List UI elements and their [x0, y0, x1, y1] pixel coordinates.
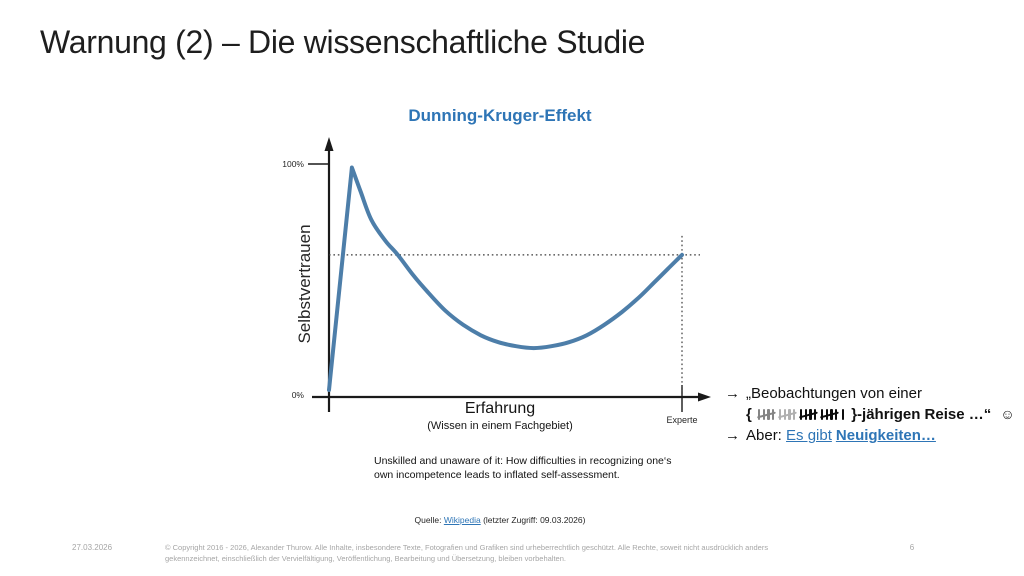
arrow-right-icon: → — [725, 385, 740, 402]
tally-group — [819, 409, 839, 420]
notes-block: → „Beobachtungen von einer { }-jährigen … — [725, 383, 1023, 446]
x-axis-label: Erfahrung — [464, 400, 536, 417]
link-text: Es gibt — [786, 427, 832, 444]
link-text-bold: Neuigkeiten… — [835, 427, 936, 444]
y-axis-arrow-icon — [324, 137, 334, 151]
source-suffix: (letzter Zugriff: 09.03.2026) — [483, 515, 586, 525]
note-2-label: Aber: — [746, 427, 782, 444]
footer-copyright-line-1: © Copyright 2016 - 2026, Alexander Thuro… — [165, 543, 769, 552]
neuigkeiten-link[interactable]: Es gibt Neuigkeiten… — [786, 427, 936, 444]
note-item-2: → Aber: Es gibt Neuigkeiten… — [725, 425, 1023, 446]
source-prefix: Quelle: — [414, 515, 442, 525]
y-tick-100-label: 100% — [282, 159, 304, 169]
x-axis-arrow-icon — [698, 392, 711, 402]
tally-brace-open: { — [746, 406, 752, 423]
footer-copyright-line-2: gekennzeichnet, einschließlich der Vervi… — [165, 554, 566, 563]
caption-line-2: own incompetence leads to inflated self-… — [374, 468, 620, 481]
chart-title: Dunning-Kruger-Effekt — [408, 106, 592, 125]
footer-date: 27.03.2026 — [72, 543, 113, 552]
tally-group — [842, 409, 845, 420]
note-1-line-2-close: }-jährigen Reise …“ — [851, 406, 992, 423]
tally-group — [798, 409, 818, 420]
tally-marks — [756, 404, 847, 425]
note-item-1: → „Beobachtungen von einer { }-jährigen … — [725, 383, 1023, 425]
tally-group — [777, 409, 797, 420]
caption-line-1: Unskilled and unaware of it: How difficu… — [374, 455, 672, 467]
footer-page-number: 6 — [909, 543, 915, 552]
wikipedia-link[interactable]: Wikipedia — [443, 515, 481, 525]
source-line: Quelle: Wikipedia (letzter Zugriff: 09.0… — [280, 515, 720, 525]
tally-group — [756, 409, 776, 420]
smiley-icon: ☺ — [1000, 406, 1015, 422]
note-1-line-1: „Beobachtungen von einer — [746, 385, 922, 402]
page-title: Warnung (2) – Die wissenschaftliche Stud… — [40, 24, 646, 60]
footer-copyright: © Copyright 2016 - 2026, Alexander Thuro… — [165, 542, 825, 564]
expert-label: Experte — [666, 415, 698, 425]
chart-caption: Unskilled and unaware of it: How difficu… — [374, 455, 719, 482]
confidence-curve — [327, 165, 684, 392]
note-2-text: Aber: Es gibt Neuigkeiten… — [746, 425, 936, 446]
x-axis-sublabel: (Wissen in einem Fachgebiet) — [427, 420, 573, 432]
note-1-text: „Beobachtungen von einer { }-jährigen Re… — [746, 383, 1015, 425]
y-tick-0-label: 0% — [291, 390, 304, 400]
arrow-right-icon: → — [725, 427, 740, 444]
dunning-kruger-chart — [308, 137, 711, 412]
